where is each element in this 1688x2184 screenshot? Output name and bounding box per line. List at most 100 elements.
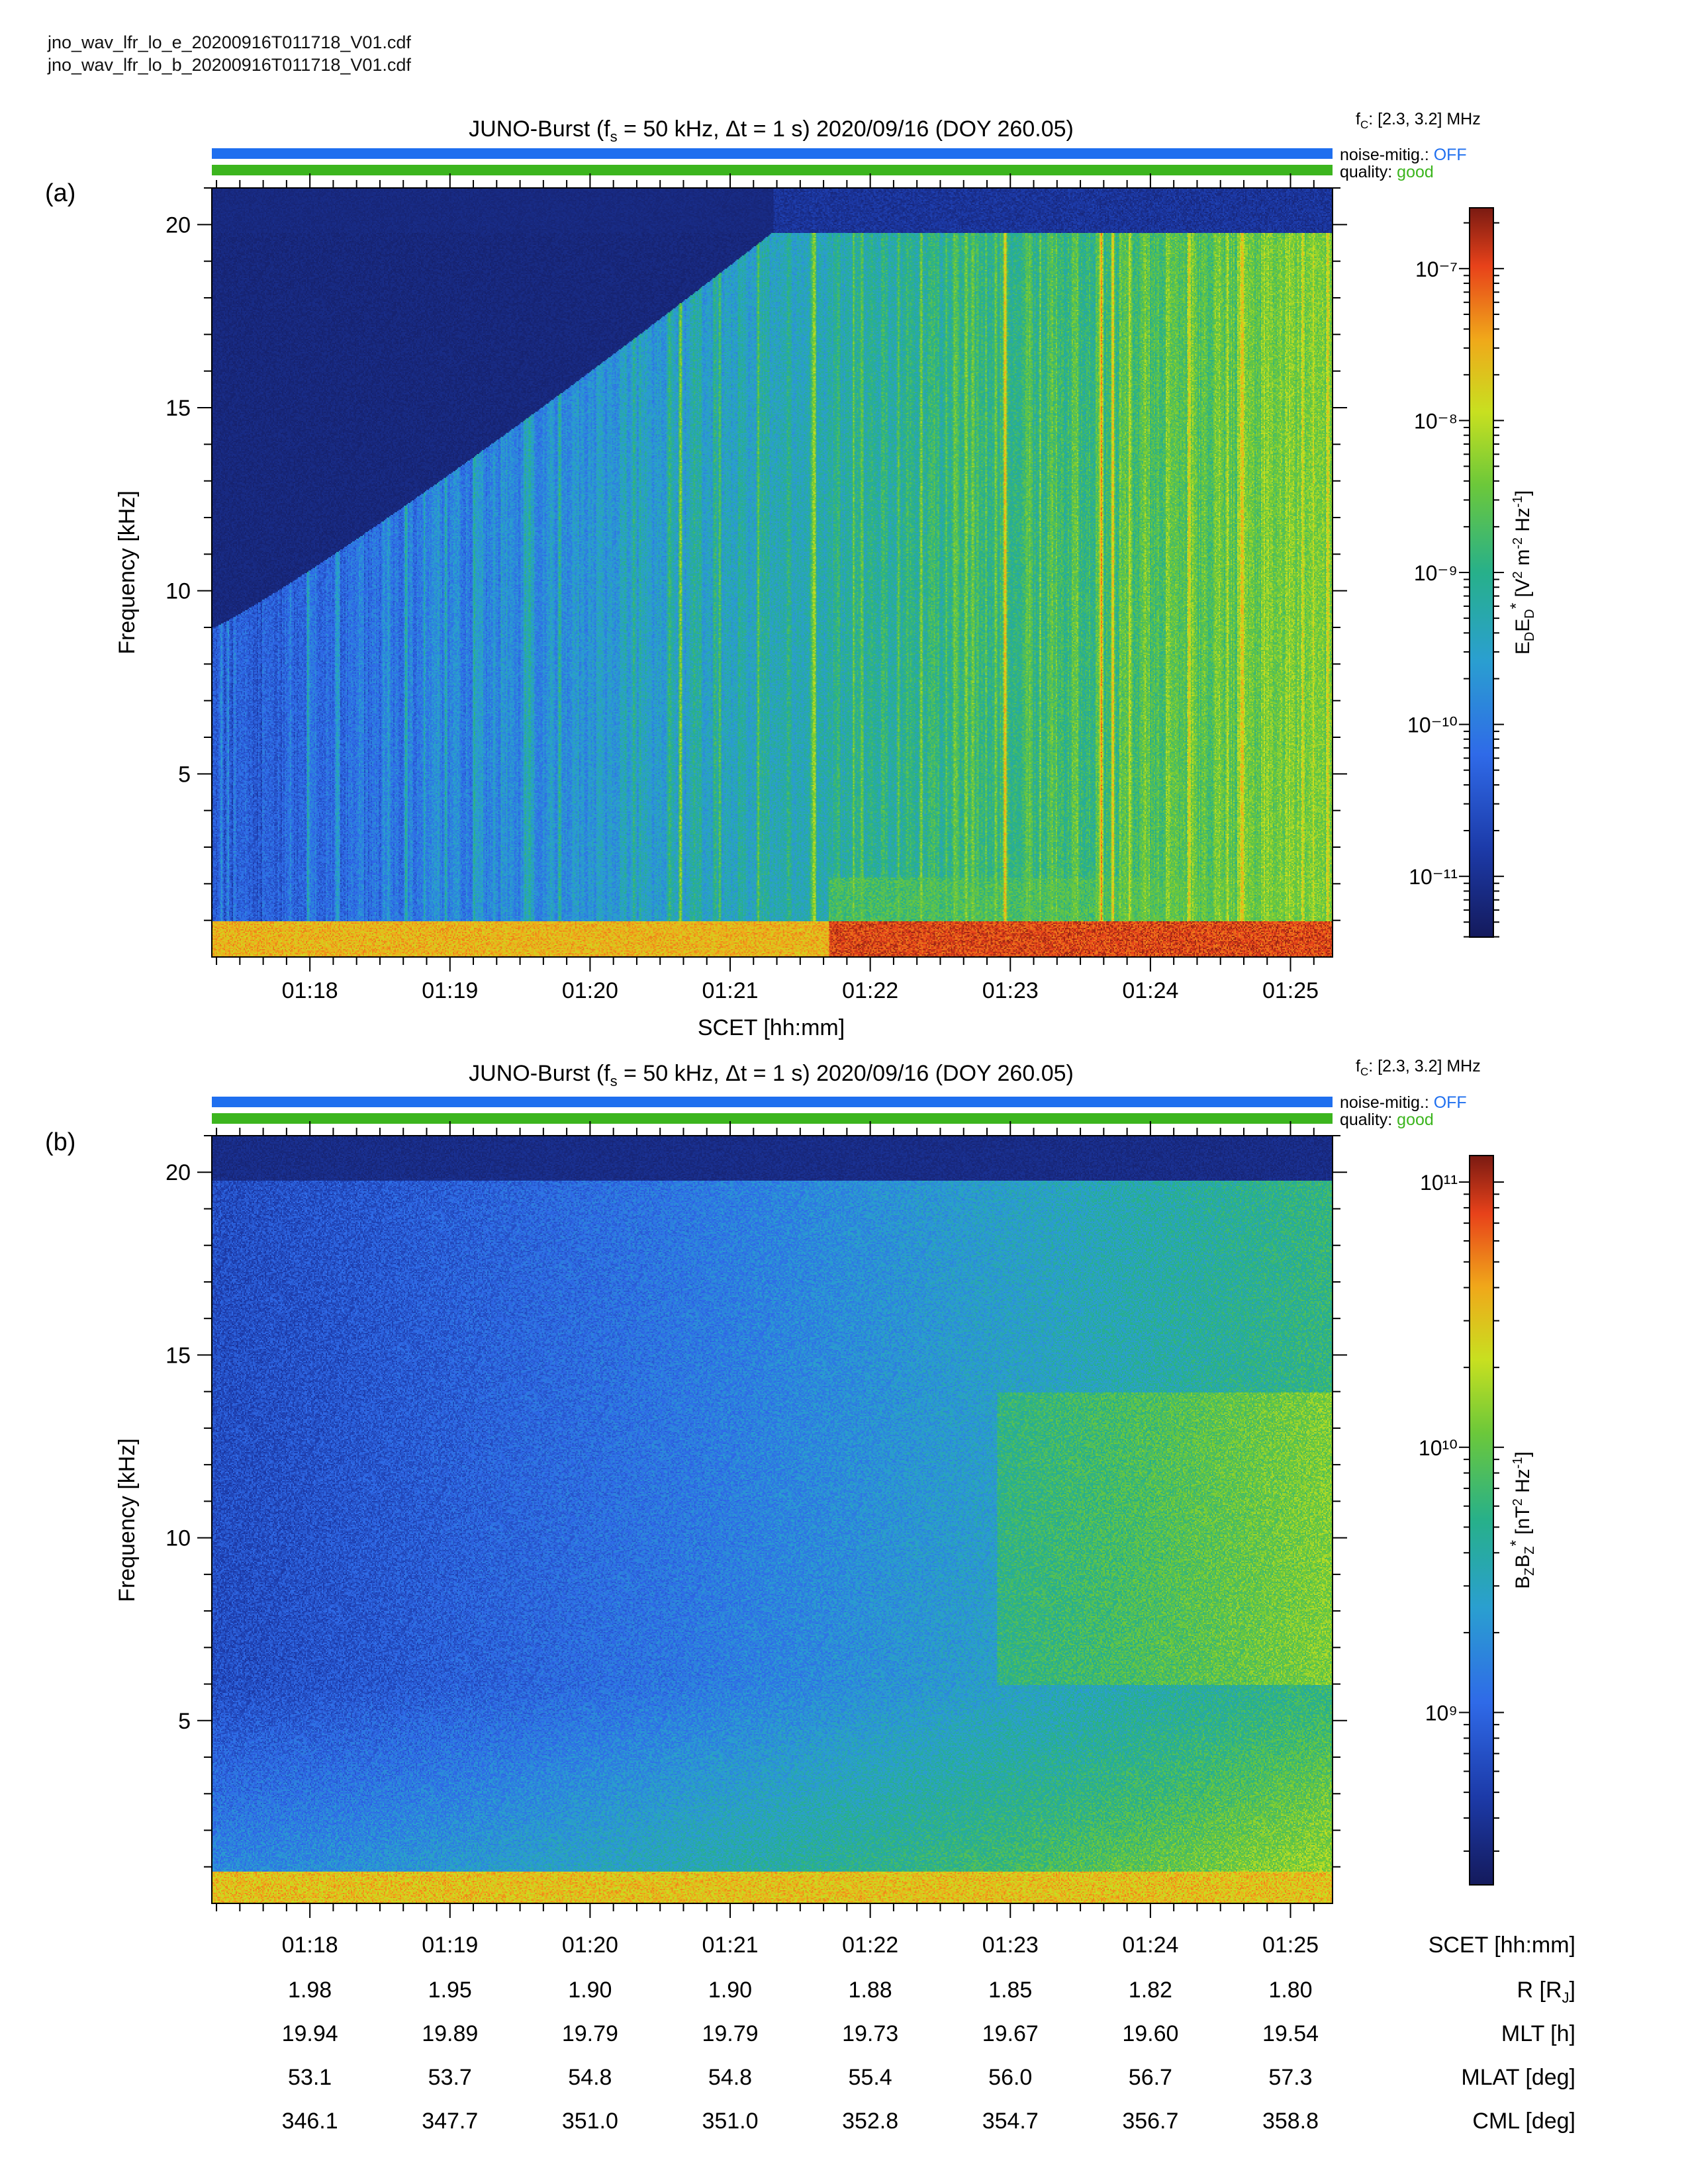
ephemeris-cell: 19.79 (702, 2021, 758, 2046)
panel-a-colorbar (1469, 207, 1494, 938)
colorbar-tick-label: 10¹⁰ (1419, 1436, 1458, 1460)
panel-a-quality-status: quality: good (1340, 163, 1434, 181)
panel-a-colorbar-label: EDED* [V2 m-2 Hz-1] (1507, 490, 1537, 655)
panel-b-axes: 5 10 15 20 (165, 1121, 1347, 1918)
panel-b-colorbar-label: BZBZ* [nT2 Hz-1] (1507, 1451, 1537, 1589)
file-name-e: jno_wav_lfr_lo_e_20200916T011718_V01.cdf (48, 32, 411, 52)
ephemeris-cell: 19.94 (282, 2021, 338, 2046)
ephemeris-cell: 1.88 (849, 1978, 892, 2003)
panel-a-frame (211, 187, 1333, 958)
ephemeris-cell: 19.89 (422, 2021, 478, 2046)
colorbar-tick-label: 10⁻⁹ (1414, 561, 1458, 585)
ephemeris-header: MLAT [deg] (1461, 2065, 1575, 2090)
colorbar-tick-label: 10⁻⁸ (1414, 409, 1458, 433)
x-tick-label: 01:21 (702, 1933, 758, 1958)
ephemeris-cell: 1.90 (568, 1978, 612, 2003)
x-tick-label: 01:19 (422, 1933, 478, 1958)
x-tick-label: 01:19 (422, 978, 478, 1003)
file-name-b: jno_wav_lfr_lo_b_20200916T011718_V01.cdf (48, 55, 411, 75)
panel-a-axes: 5 10 15 20 01:18 01:19 01:20 01:21 01:22 01:23 01:… (165, 173, 1347, 1003)
x-tick-label: 01:20 (562, 978, 618, 1003)
ephemeris-cell: 1.85 (988, 1978, 1032, 2003)
ephemeris-header: R [RJ] (1517, 1978, 1575, 2006)
panel-b-noise-bar (212, 1097, 1333, 1107)
ephemeris-cell: 1.98 (288, 1978, 332, 2003)
panel-b-colorbar-ticks: 10¹¹ 10¹⁰ 10⁹ (1419, 1171, 1504, 1852)
ephemeris-cell: 19.60 (1122, 2021, 1178, 2046)
ephemeris-cell: 358.8 (1262, 2109, 1319, 2134)
x-tick-label: 01:25 (1262, 1933, 1319, 1958)
ephemeris-cell: 346.1 (282, 2109, 338, 2134)
colorbar-tick-label: 10⁻⁷ (1415, 257, 1458, 281)
ephemeris-cell: 356.7 (1122, 2109, 1178, 2134)
colorbar-tick-label: 10⁻¹¹ (1409, 865, 1458, 889)
y-tick-label: 15 (165, 396, 191, 421)
y-tick-label: 20 (165, 212, 191, 238)
y-tick-label: 10 (165, 579, 191, 604)
ephemeris-header: SCET [hh:mm] (1429, 1933, 1575, 1958)
panel-b-quality-bar (212, 1113, 1333, 1124)
panel-b-colorbar (1469, 1155, 1494, 1886)
x-tick-label: 01:20 (562, 1933, 618, 1958)
panel-b-ylabel: Frequency [kHz] (115, 1438, 140, 1602)
ephemeris-cell: 54.8 (708, 2065, 752, 2090)
ephemeris-cell: 352.8 (842, 2109, 898, 2134)
x-tick-label: 01:23 (982, 978, 1039, 1003)
ephemeris-cell: 351.0 (702, 2109, 758, 2134)
ephemeris-cell: 347.7 (422, 2109, 478, 2134)
panel-a-xlabel: SCET [hh:mm] (698, 1015, 845, 1040)
x-tick-label: 01:18 (282, 978, 338, 1003)
panel-b-title: JUNO-Burst (fs = 50 kHz, Δt = 1 s) 2020/… (469, 1061, 1074, 1089)
ephemeris-cell: 56.7 (1129, 2065, 1172, 2090)
ephemeris-cell: 1.90 (708, 1978, 752, 2003)
ephemeris-cell: 53.1 (288, 2065, 332, 2090)
panel-b-fc-label: fC: [2.3, 3.2] MHz (1356, 1057, 1481, 1078)
ephemeris-cell: 19.67 (982, 2021, 1039, 2046)
ephemeris-cell: 354.7 (982, 2109, 1039, 2134)
ephemeris-cell: 56.0 (988, 2065, 1032, 2090)
ephemeris-cell: 19.79 (562, 2021, 618, 2046)
y-tick-label: 5 (178, 1709, 191, 1734)
panel-b-spectrogram-image (212, 1136, 1333, 1903)
ephemeris-header: CML [deg] (1472, 2109, 1575, 2134)
x-tick-label: 01:21 (702, 978, 758, 1003)
colorbar-tick-label: 10⁹ (1425, 1702, 1458, 1725)
ephemeris-header: MLT [h] (1501, 2021, 1575, 2046)
ephemeris-cell: 19.73 (842, 2021, 898, 2046)
y-tick-label: 15 (165, 1343, 191, 1368)
x-tick-label: 01:22 (842, 1933, 898, 1958)
panel-a-ylabel: Frequency [kHz] (115, 490, 140, 655)
panel-a-colorbar-ticks: 10⁻⁷ 10⁻⁸ 10⁻⁹ 10⁻¹⁰ 10⁻¹¹ (1407, 222, 1504, 938)
x-tick-label: 01:23 (982, 1933, 1039, 1958)
ephemeris-cell: 54.8 (568, 2065, 612, 2090)
ephemeris-cell: 1.95 (428, 1978, 472, 2003)
y-tick-label: 5 (178, 762, 191, 787)
x-tick-label: 01:24 (1122, 978, 1178, 1003)
ephemeris-cell: 1.80 (1268, 1978, 1312, 2003)
ephemeris-cell: 351.0 (562, 2109, 618, 2134)
x-tick-label: 01:25 (1262, 978, 1319, 1003)
panel-a-quality-bar (212, 165, 1333, 175)
y-tick-label: 10 (165, 1526, 191, 1551)
panel-a-spectrogram-image (212, 188, 1333, 957)
x-tick-label: 01:18 (282, 1933, 338, 1958)
panel-a-title: JUNO-Burst (fs = 50 kHz, Δt = 1 s) 2020/… (469, 116, 1074, 145)
x-tick-label: 01:24 (1122, 1933, 1178, 1958)
ephemeris-cell: 53.7 (428, 2065, 472, 2090)
panel-a-label: (a) (45, 179, 75, 207)
colorbar-tick-label: 10⁻¹⁰ (1407, 713, 1458, 737)
panel-b-quality-status: quality: good (1340, 1111, 1434, 1129)
ephemeris-cell: 57.3 (1268, 2065, 1312, 2090)
colorbar-tick-label: 10¹¹ (1420, 1171, 1458, 1195)
panel-a-noise-status: noise-mitig.: OFF (1340, 146, 1467, 164)
panel-b-frame (211, 1135, 1333, 1904)
ephemeris-cell: 55.4 (849, 2065, 892, 2090)
panel-b: JUNO-Burst (fs = 50 kHz, Δt = 1 s) 2020/… (45, 1057, 1537, 1918)
panel-a-fc-label: fC: [2.3, 3.2] MHz (1356, 110, 1481, 131)
x-tick-label: 01:22 (842, 978, 898, 1003)
y-tick-label: 20 (165, 1160, 191, 1185)
panel-a: JUNO-Burst (fs = 50 kHz, Δt = 1 s) 2020/… (45, 110, 1537, 1040)
panel-b-noise-status: noise-mitig.: OFF (1340, 1093, 1467, 1112)
panel-a-noise-bar (212, 148, 1333, 159)
